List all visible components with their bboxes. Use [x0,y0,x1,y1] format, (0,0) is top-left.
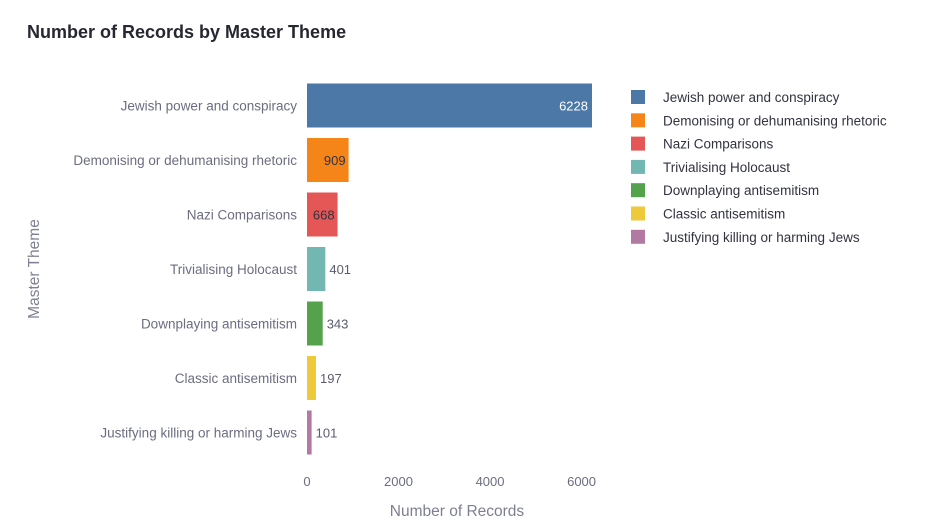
bar-6 [307,356,317,400]
data-label: 668 [313,208,335,223]
data-label: 101 [316,426,338,441]
x-axis-title: Number of Records [390,503,525,520]
legend-swatch[interactable] [631,159,645,174]
legend-item-label[interactable]: Classic antisemitism [663,207,785,222]
bar-2 [307,138,349,182]
category-label: Justifying killing or harming Jews [100,426,297,441]
data-label: 197 [320,371,342,386]
category-label: Demonising or dehumanising rhetoric [73,153,297,168]
category-label: Jewish power and conspiracy [121,99,298,114]
x-tick-label: 4000 [476,474,505,489]
legend-swatch[interactable] [631,229,645,244]
data-label: 909 [324,153,346,168]
bar-7 [307,410,312,455]
bar-1 [307,83,592,128]
bar-3 [307,192,338,237]
legend-swatch[interactable] [631,206,645,221]
data-label: 6228 [559,99,588,114]
legend-swatch[interactable] [631,183,645,198]
legend-item-label[interactable]: Trivialising Holocaust [663,160,790,175]
x-tick-label: 0 [303,474,310,489]
legend-swatch[interactable] [631,136,645,151]
y-axis-title: Master Theme [26,219,43,319]
legend-swatch[interactable] [631,113,645,128]
chart-title: Number of Records by Master Theme [27,22,347,42]
category-label: Nazi Comparisons [187,208,298,223]
legend-item-label[interactable]: Downplaying antisemitism [663,183,819,198]
data-label: 343 [327,317,349,332]
legend-item-label[interactable]: Jewish power and conspiracy [663,90,840,105]
bar-5 [307,301,323,346]
category-label: Classic antisemitism [175,371,297,386]
data-label: 401 [329,262,351,277]
category-label: Trivialising Holocaust [170,262,297,277]
x-tick-label: 6000 [567,474,596,489]
x-tick-label: 2000 [384,474,413,489]
legend-item-label[interactable]: Nazi Comparisons [663,137,774,152]
category-label: Downplaying antisemitism [141,317,297,332]
legend-item-label[interactable]: Demonising or dehumanising rhetoric [663,113,887,128]
legend-swatch[interactable] [631,90,645,104]
legend-item-label[interactable]: Justifying killing or harming Jews [663,230,860,245]
bar-4 [307,247,326,291]
